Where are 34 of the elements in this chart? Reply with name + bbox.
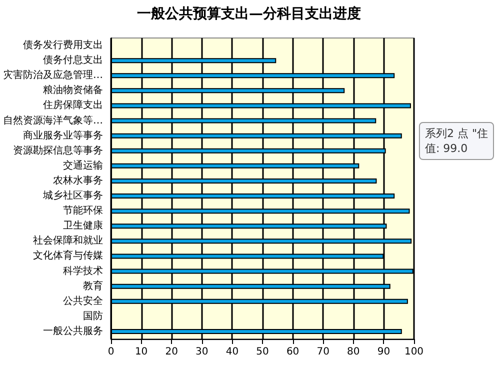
x-tick-label: 30 (196, 346, 208, 358)
y-tick-label: 一般公共服务 (43, 324, 103, 337)
x-tick-label: 20 (165, 346, 178, 358)
y-tick-label: 文化体育与传媒 (33, 250, 103, 262)
y-tick-label: 灾害防治及应急管理… (3, 69, 103, 82)
x-tick-label: 70 (316, 346, 330, 358)
y-tick-label: 城乡社区事务 (42, 190, 103, 202)
chart-title: 一般公共预算支出—分科目支出进度 (137, 5, 361, 22)
x-tick-label: 10 (134, 346, 148, 358)
y-tick-label: 国防 (83, 310, 103, 322)
y-tick-label: 债务付息支出 (43, 54, 103, 66)
y-tick-label: 公共安全 (63, 294, 103, 307)
x-tick-label: 60 (286, 346, 300, 358)
y-tick-label: 社会保障和就业 (33, 234, 103, 247)
y-tick-label: 粮油物资储备 (43, 84, 103, 96)
y-tick-label: 交通运输 (63, 159, 103, 172)
x-tick-label: 80 (347, 346, 360, 358)
y-tick-label: 教育 (83, 280, 103, 292)
x-tick-label: 0 (108, 346, 114, 358)
y-tick-label: 卫生健康 (63, 220, 103, 232)
y-tick-label: 住房保障支出 (43, 99, 103, 112)
x-tick-label: 50 (256, 346, 269, 358)
y-tick-label: 债务发行费用支出 (23, 39, 103, 52)
x-tick-label: 90 (377, 346, 390, 358)
text: 值: 99.0 (424, 142, 468, 155)
y-tick-label: 科学技术 (63, 264, 103, 277)
x-tick-label: 100 (404, 346, 424, 358)
x-tick-label: 40 (226, 346, 239, 358)
y-tick-label: 商业服务业等事务 (23, 129, 103, 142)
text: 系列2 点 "住 (424, 127, 488, 140)
y-tick-label: 农林水事务 (53, 174, 103, 186)
y-tick-label: 自然资源海洋气象等… (3, 114, 103, 126)
y-tick-label: 资源勘探信息等事务 (13, 144, 103, 156)
y-tick-label: 节能环保 (63, 204, 103, 217)
